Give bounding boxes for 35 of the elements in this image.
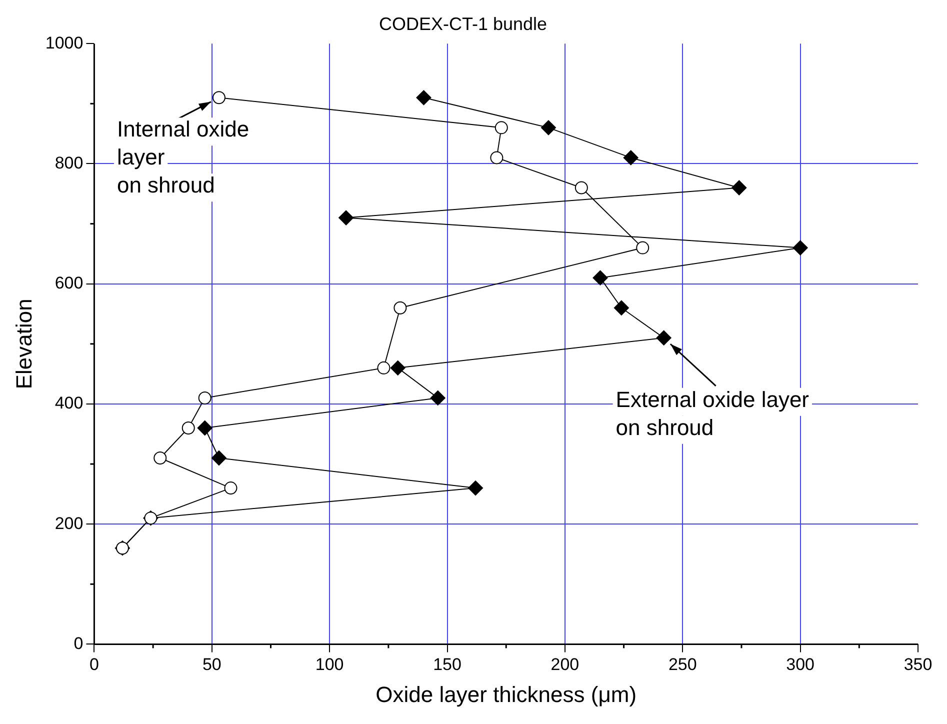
- point: [211, 450, 226, 466]
- x-tick-label: 0: [89, 655, 99, 674]
- y-tick-label: 800: [54, 153, 84, 172]
- annotation: Internal oxide layer on shroud: [116, 116, 250, 198]
- annotation: External oxide layer on shroud: [616, 386, 810, 440]
- x-tick-label: 350: [904, 655, 932, 674]
- x-tick-label: 200: [550, 655, 580, 674]
- y-axis-title: Elevation: [11, 298, 36, 390]
- chart-title: CODEX-CT-1 bundle: [378, 14, 548, 34]
- x-axis-title: Oxide layer thickness (μm): [376, 682, 637, 707]
- point: [154, 452, 167, 465]
- point: [656, 330, 672, 346]
- point: [390, 360, 406, 376]
- y-tick-label: 1000: [45, 33, 84, 52]
- point: [623, 150, 638, 166]
- point: [430, 390, 446, 406]
- y-tick-label: 0: [74, 634, 84, 653]
- y-tick-label: 200: [54, 514, 84, 533]
- point: [792, 240, 808, 256]
- point: [197, 420, 212, 436]
- point: [540, 120, 556, 136]
- x-tick-label: 250: [668, 655, 697, 674]
- y-tick-label: 600: [54, 274, 84, 293]
- point: [416, 90, 432, 106]
- point: [182, 421, 195, 434]
- y-tick-label: 400: [54, 394, 84, 413]
- point: [338, 210, 354, 226]
- point: [614, 300, 629, 316]
- point: [732, 180, 747, 196]
- point: [468, 480, 484, 496]
- x-tick-label: 100: [315, 655, 344, 674]
- x-tick-label: 300: [786, 655, 815, 674]
- x-tick-label: 150: [433, 655, 462, 674]
- point: [592, 270, 608, 286]
- x-tick-label: 50: [202, 655, 222, 674]
